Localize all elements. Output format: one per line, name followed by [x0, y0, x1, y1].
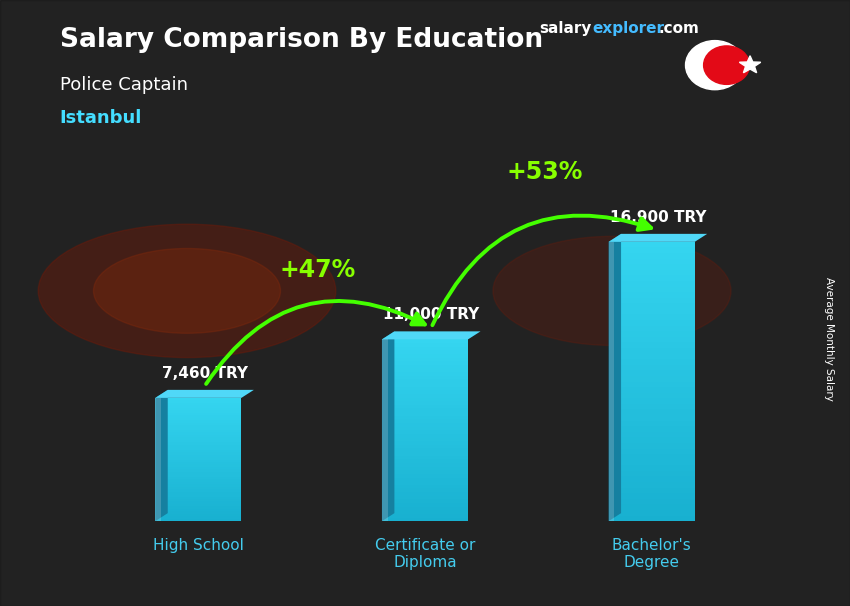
Polygon shape: [156, 390, 167, 521]
Text: Istanbul: Istanbul: [60, 109, 142, 127]
Text: Salary Comparison By Education: Salary Comparison By Education: [60, 27, 542, 53]
Text: 11,000 TRY: 11,000 TRY: [383, 307, 479, 322]
Ellipse shape: [38, 224, 336, 358]
Text: +53%: +53%: [507, 160, 583, 184]
Text: +47%: +47%: [280, 258, 356, 282]
Ellipse shape: [94, 248, 280, 333]
Circle shape: [685, 41, 745, 90]
Ellipse shape: [493, 236, 731, 345]
Circle shape: [704, 46, 750, 84]
FancyArrowPatch shape: [433, 216, 651, 325]
FancyArrowPatch shape: [206, 301, 425, 384]
Text: Average Monthly Salary: Average Monthly Salary: [824, 278, 834, 401]
Text: salary: salary: [540, 21, 592, 36]
Polygon shape: [382, 331, 480, 339]
Polygon shape: [609, 234, 707, 242]
Polygon shape: [156, 390, 254, 398]
Text: explorer: explorer: [592, 21, 665, 36]
Polygon shape: [609, 234, 621, 521]
Text: .com: .com: [659, 21, 700, 36]
Text: 7,460 TRY: 7,460 TRY: [162, 366, 247, 381]
Polygon shape: [740, 56, 761, 73]
Text: Police Captain: Police Captain: [60, 76, 188, 94]
Text: 16,900 TRY: 16,900 TRY: [609, 210, 706, 225]
Polygon shape: [382, 331, 394, 521]
